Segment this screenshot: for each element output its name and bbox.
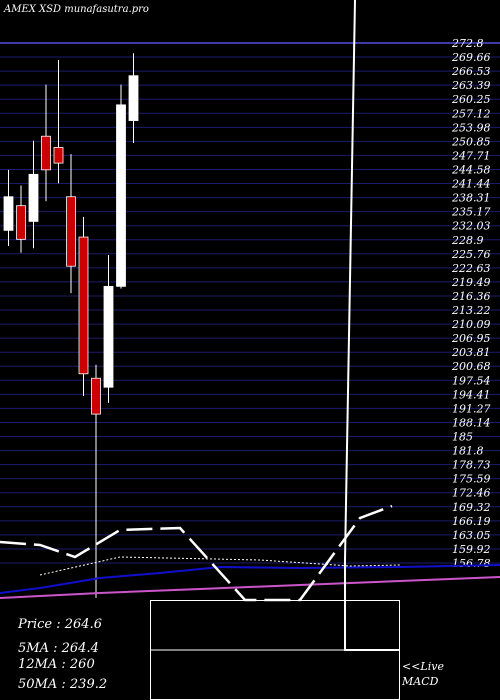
ma12-value: 260: [69, 657, 95, 672]
candle-down: [91, 377, 101, 415]
ma12-row: 12MA : 260: [18, 657, 95, 672]
y-tick-label: 244.58: [451, 163, 491, 176]
ma5-value: 264.4: [61, 641, 99, 656]
candle-up: [116, 104, 126, 287]
y-tick-label: 172.46: [452, 487, 491, 500]
y-tick-label: 241.44: [451, 178, 491, 191]
y-tick-label: 213.22: [451, 304, 491, 317]
candle-up: [3, 196, 14, 231]
y-tick-label: 257.12: [451, 107, 491, 120]
price-label: Price :: [18, 617, 61, 632]
macd-line: [344, 0, 400, 651]
y-tick-label: 225.76: [451, 248, 491, 261]
candle-down: [78, 236, 89, 375]
candle-down: [53, 147, 64, 164]
y-tick-label: 169.32: [452, 501, 491, 514]
y-tick-label: 250.85: [451, 135, 491, 148]
y-tick-label: 166.19: [452, 515, 491, 528]
candle-down: [66, 196, 76, 267]
candle-up: [103, 285, 114, 388]
macd-dashed-line: [0, 504, 393, 602]
y-tick-label: 156.78: [452, 557, 491, 570]
candle-down: [41, 135, 51, 171]
y-tick-label: 178.73: [452, 459, 491, 472]
y-tick-label: 185: [452, 431, 473, 444]
live-label: <<Live: [402, 660, 444, 673]
y-tick-label: 216.36: [451, 290, 491, 303]
macd-label: MACD: [402, 675, 439, 688]
y-tick-label: 219.49: [451, 276, 491, 289]
candle-down: [16, 205, 26, 240]
candle-up: [128, 75, 139, 121]
y-tick-label: 232.03: [451, 220, 491, 233]
y-tick-label: 181.8: [452, 445, 484, 458]
ma50-row: 50MA : 239.2: [18, 677, 107, 692]
candle-up: [28, 173, 39, 222]
y-tick-label: 260.25: [451, 93, 491, 106]
y-tick-label: 247.71: [451, 149, 491, 162]
macd-panel: [150, 600, 400, 700]
y-tick-label: 159.92: [452, 543, 491, 556]
ma50-value: 239.2: [69, 677, 108, 692]
y-tick-label: 210.09: [451, 318, 491, 331]
y-tick-label: 269.66: [451, 51, 491, 64]
price-row: Price : 264.6: [18, 617, 102, 632]
y-tick-label: 197.54: [452, 374, 491, 387]
y-tick-label: 228.9: [451, 234, 484, 247]
y-tick-label: 272.8: [451, 37, 484, 50]
ma-line-magenta: [0, 576, 500, 599]
chart-title: AMEX XSD munafasutra.pro: [4, 4, 149, 15]
ma-line-blue: [0, 564, 500, 594]
ma5-row: 5MA : 264.4: [18, 641, 99, 656]
y-tick-label: 203.81: [451, 346, 491, 359]
y-tick-label: 200.68: [451, 360, 491, 373]
ma5-label: 5MA :: [18, 641, 58, 656]
y-tick-label: 222.63: [451, 262, 491, 275]
y-tick-label: 188.14: [452, 416, 491, 429]
y-tick-label: 235.17: [451, 206, 491, 219]
y-tick-label: 163.05: [452, 529, 491, 542]
y-tick-label: 238.31: [451, 192, 491, 205]
signal-line: [39, 556, 401, 576]
y-tick-label: 253.98: [451, 121, 491, 134]
y-tick-label: 191.27: [452, 402, 491, 415]
y-tick-label: 206.95: [451, 332, 491, 345]
y-tick-label: 266.53: [451, 65, 491, 78]
y-tick-label: 175.59: [452, 473, 491, 486]
price-value: 264.6: [64, 617, 102, 632]
ma12-label: 12MA :: [18, 657, 66, 672]
ma50-label: 50MA :: [18, 677, 66, 692]
y-tick-label: 194.41: [452, 388, 491, 401]
y-tick-label: 263.39: [451, 79, 491, 92]
